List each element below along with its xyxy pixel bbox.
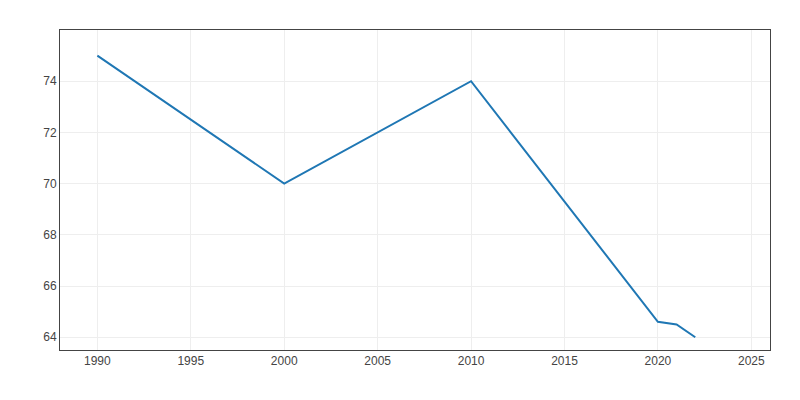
svg-text:68: 68 — [43, 228, 57, 242]
svg-text:66: 66 — [43, 279, 57, 293]
svg-text:2005: 2005 — [364, 354, 391, 368]
svg-text:1995: 1995 — [177, 354, 204, 368]
svg-text:2025: 2025 — [738, 354, 765, 368]
svg-text:2010: 2010 — [458, 354, 485, 368]
svg-text:74: 74 — [43, 74, 57, 88]
svg-text:1990: 1990 — [84, 354, 111, 368]
svg-text:2015: 2015 — [551, 354, 578, 368]
svg-text:64: 64 — [43, 330, 57, 344]
svg-text:2000: 2000 — [271, 354, 298, 368]
svg-text:2020: 2020 — [645, 354, 672, 368]
svg-text:72: 72 — [43, 126, 57, 140]
svg-text:70: 70 — [43, 177, 57, 191]
